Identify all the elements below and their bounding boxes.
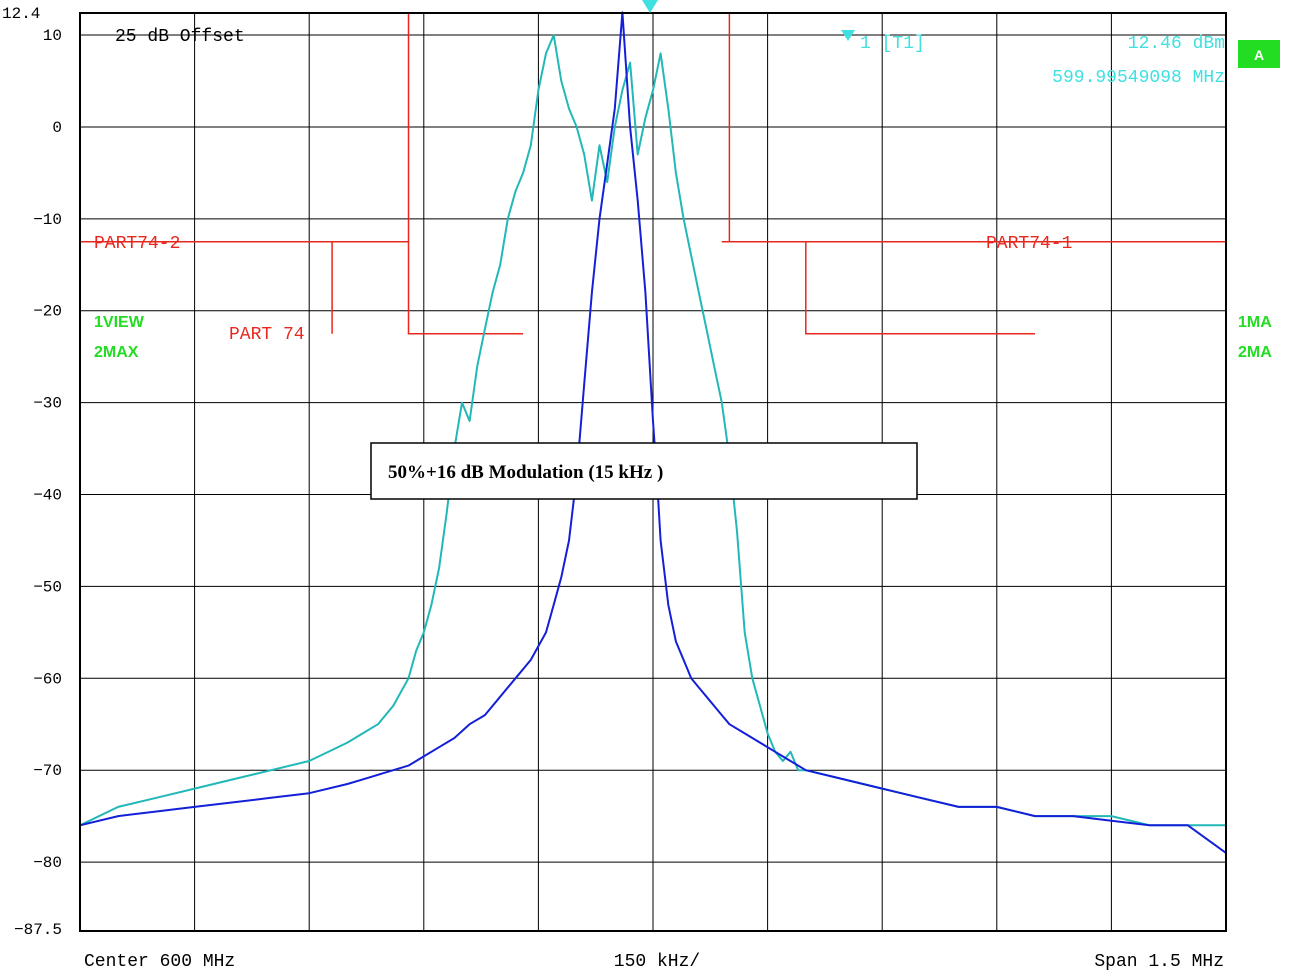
footer-center: Center 600 MHz (84, 952, 235, 971)
plot-frame (79, 12, 1227, 932)
status-badge (1238, 40, 1280, 68)
marker-level: 12.46 dBm (1128, 34, 1225, 54)
y-tick-label: −60 (33, 670, 62, 688)
status-badge-label: A (1254, 47, 1264, 63)
right-ma1-label: 1MA (1238, 314, 1272, 331)
y-tick-label: −20 (33, 303, 62, 321)
y-top-label: 12.4 (2, 5, 40, 23)
y-tick-label: −30 (33, 395, 62, 413)
trace2-max-label: 2MAX (94, 344, 139, 361)
y-tick-label: 0 (52, 119, 62, 137)
limit-line (80, 241, 524, 335)
annotation-box (370, 442, 918, 500)
y-tick-labels: 10 0 −10 −20 −30 −40 −50 −60 −70 −80 −87.5 (14, 27, 62, 939)
limit-line (728, 13, 1035, 335)
offset-label: 25 dB Offset (115, 27, 245, 47)
marker-triangle-icon (841, 30, 855, 41)
annotation-text: 50%+16 dB Modulation (15 kHz ) (388, 462, 663, 483)
marker-label: 1 [T1] (860, 34, 925, 54)
y-bottom-label: −87.5 (14, 921, 62, 939)
y-tick-label: −70 (33, 762, 62, 780)
right-ma2-label: 2MA (1238, 344, 1272, 361)
limit-label-part74-1: PART74-1 (986, 234, 1072, 254)
footer-scale: 150 kHz/ (614, 952, 700, 971)
y-tick-label: −40 (33, 487, 62, 505)
limit-line (331, 13, 410, 334)
limit-label-part74: PART 74 (229, 325, 305, 345)
trace-1view (79, 11, 1227, 854)
y-tick-label: 10 (43, 27, 62, 45)
trace1-view-label: 1VIEW (94, 314, 145, 331)
y-tick-label: −10 (33, 211, 62, 229)
limit-label-part74-2: PART74-2 (94, 234, 180, 254)
marker-frequency: 599.99549098 MHz (1052, 68, 1225, 88)
footer-span: Span 1.5 MHz (1094, 952, 1224, 971)
limit-lines (80, 13, 1226, 335)
marker-top-triangle-icon (642, 0, 658, 13)
y-tick-label: −80 (33, 854, 62, 872)
y-tick-label: −50 (33, 578, 62, 596)
